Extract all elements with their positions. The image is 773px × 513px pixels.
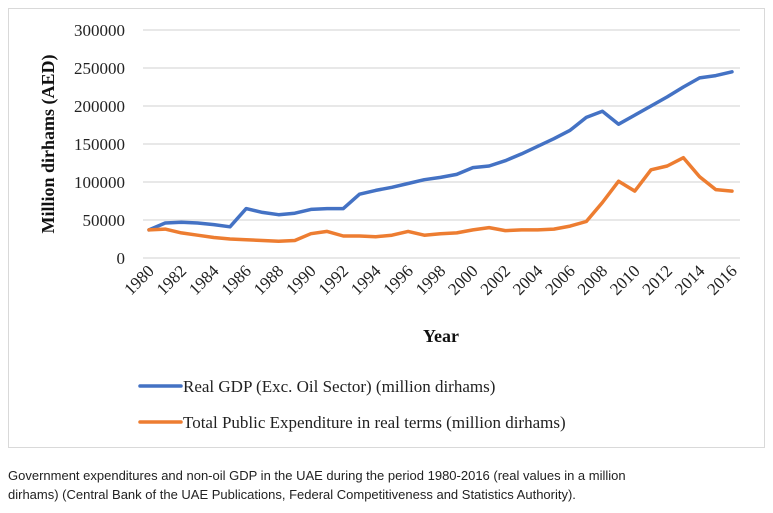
legend-label: Real GDP (Exc. Oil Sector) (million dirh…: [183, 377, 495, 396]
x-tick-label: 2016: [703, 261, 740, 298]
y-tick-labels: 0 50000 100000 150000 200000 250000 300000: [74, 21, 125, 268]
caption-line-2: dirhams) (Central Bank of the UAE Public…: [8, 487, 576, 502]
x-tick-label: 1992: [315, 261, 352, 298]
series-lines: [147, 70, 734, 244]
series-line-2: [147, 155, 734, 244]
y-axis-title: Million dirhams (AED): [38, 54, 59, 233]
x-tick-label: 2010: [606, 261, 643, 298]
x-tick-label: 2014: [671, 261, 709, 299]
x-tick-label: 1994: [347, 261, 385, 299]
y-tick-label: 100000: [74, 173, 125, 192]
y-tick-label: 0: [117, 249, 126, 268]
y-tick-label: 300000: [74, 21, 125, 40]
x-axis-title: Year: [423, 326, 459, 346]
figure-caption: Government expenditures and non-oil GDP …: [8, 466, 768, 504]
x-tick-label: 1980: [120, 261, 157, 298]
x-tick-label: 2002: [477, 261, 514, 298]
x-tick-label: 1988: [250, 261, 287, 298]
x-tick-label: 1984: [185, 261, 223, 299]
legend-item: Total Public Expenditure in real terms (…: [138, 413, 566, 432]
legend-item: Real GDP (Exc. Oil Sector) (million dirh…: [138, 377, 495, 396]
x-tick-label: 2006: [541, 261, 578, 298]
caption-line-1: Government expenditures and non-oil GDP …: [8, 468, 626, 483]
x-tick-label: 1982: [153, 261, 190, 298]
x-tick-labels: 1980198219841986198819901992199419961998…: [120, 261, 740, 299]
line-chart: 0 50000 100000 150000 200000 250000 300000 198…: [38, 21, 741, 432]
y-tick-label: 50000: [83, 211, 126, 230]
x-tick-label: 2004: [509, 261, 547, 299]
x-tick-label: 2012: [639, 261, 676, 298]
x-tick-label: 2000: [444, 261, 481, 298]
x-tick-label: 1998: [412, 261, 449, 298]
y-tick-label: 150000: [74, 135, 125, 154]
legend-label: Total Public Expenditure in real terms (…: [183, 413, 566, 432]
x-tick-label: 2008: [574, 261, 611, 298]
legend: Real GDP (Exc. Oil Sector) (million dirh…: [138, 377, 566, 432]
y-tick-label: 250000: [74, 59, 125, 78]
series-line-1: [147, 70, 734, 232]
x-tick-label: 1990: [282, 261, 319, 298]
x-tick-label: 1996: [379, 261, 416, 298]
chart-frame: [8, 8, 765, 448]
y-tick-label: 200000: [74, 97, 125, 116]
gridlines: [143, 29, 740, 259]
x-tick-label: 1986: [218, 261, 255, 298]
